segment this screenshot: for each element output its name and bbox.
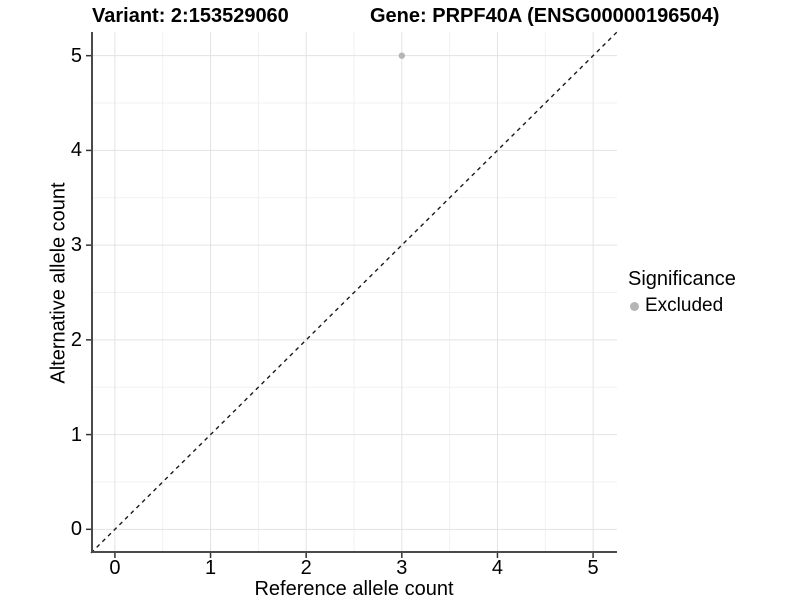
legend: Significance Excluded [628, 268, 736, 317]
y-tick-label: 5 [70, 44, 82, 67]
legend-title: Significance [628, 268, 736, 290]
plot-panel [86, 31, 618, 558]
y-tick-label: 4 [70, 139, 82, 162]
y-tick-label: 1 [70, 423, 82, 446]
x-tick-label: 3 [396, 557, 408, 579]
page-title-variant: Variant: 2:153529060 [92, 5, 289, 27]
x-tick-label: 5 [587, 557, 599, 579]
data-point [398, 52, 406, 59]
y-tick-label: 0 [70, 518, 82, 541]
legend-point-swatch [630, 301, 639, 311]
identity-line [90, 31, 618, 554]
legend-item: Excluded [628, 295, 736, 317]
x-tick-label: 1 [204, 557, 217, 579]
page-title-gene: Gene: PRPF40A (ENSG00000196504) [370, 5, 720, 27]
x-tick-label: 2 [300, 557, 312, 579]
y-tick-label: 2 [70, 328, 82, 351]
x-tick-label: 0 [109, 557, 121, 579]
y-tick-label: 3 [70, 234, 82, 257]
legend-item-label: Excluded [645, 295, 724, 316]
y-axis-title: Alternative allele count [47, 182, 70, 384]
plot-svg [86, 31, 618, 558]
x-axis-title: Reference allele count [254, 578, 454, 600]
x-tick-label: 4 [491, 557, 504, 579]
